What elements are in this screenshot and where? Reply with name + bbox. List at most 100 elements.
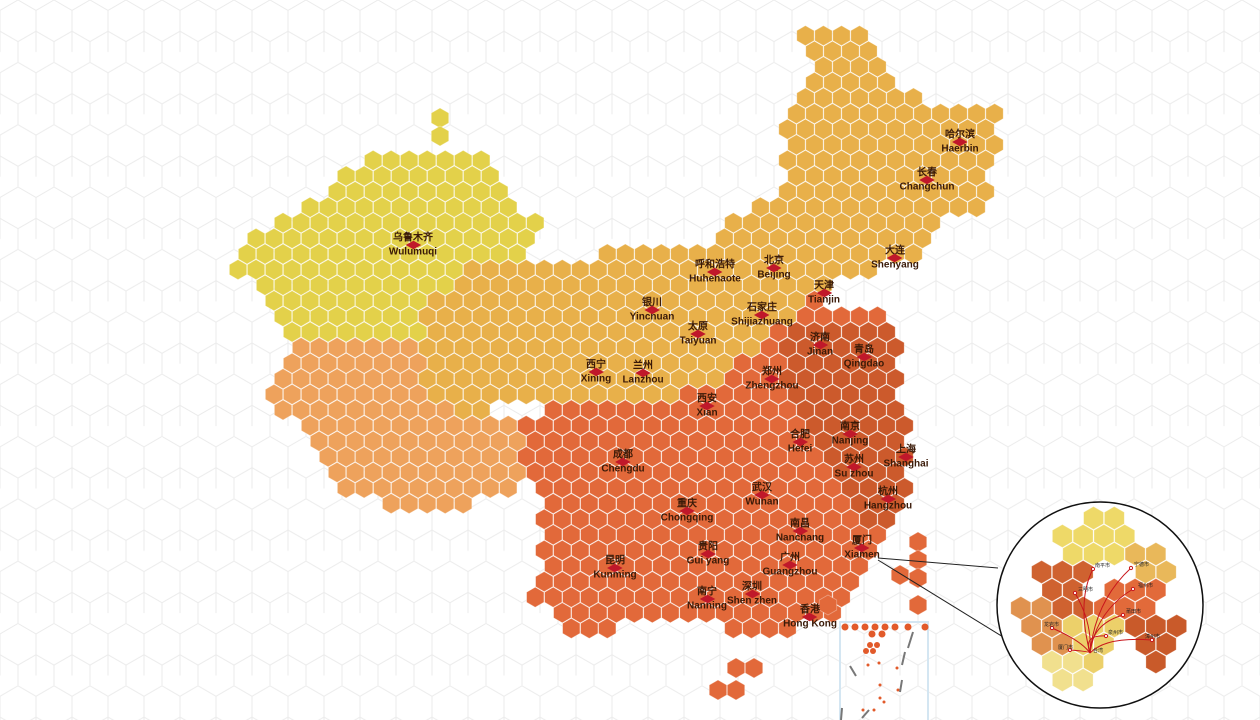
map-hex xyxy=(787,571,806,593)
map-hex xyxy=(430,125,450,147)
map-hex xyxy=(499,477,518,499)
city-xian[interactable]: 西安 Xian xyxy=(696,394,717,419)
map-hex xyxy=(823,134,842,156)
city-kunming[interactable]: 昆明 Kunming xyxy=(593,556,636,581)
map-hex xyxy=(724,274,743,296)
map-hex xyxy=(292,337,311,359)
map-hex xyxy=(418,430,437,452)
inset-hex xyxy=(1104,578,1125,602)
map-hex xyxy=(778,524,797,546)
map-hex xyxy=(400,212,419,234)
city-jinan[interactable]: 济南 Jinan xyxy=(807,333,833,358)
map-hex xyxy=(337,352,356,374)
city-name-en: Wulumuqi xyxy=(388,246,438,258)
city-shenyang[interactable]: 大连 Shenyang xyxy=(871,246,919,271)
map-hex xyxy=(571,477,590,499)
map-hex xyxy=(787,134,806,156)
city-qingdao[interactable]: 青岛 Qingdao xyxy=(844,345,885,370)
city-lanzhou[interactable]: 兰州 Lanzhou xyxy=(622,361,663,386)
map-hex xyxy=(382,212,401,234)
map-hex xyxy=(355,477,374,499)
map-hex xyxy=(778,212,797,234)
city-name-en: Haerbin xyxy=(941,143,979,155)
city-haerbin[interactable]: 哈尔滨 Haerbin xyxy=(941,130,978,155)
map-hex xyxy=(769,602,788,624)
city-yinchuan[interactable]: 银川 Yinchuan xyxy=(630,298,675,323)
map-hex xyxy=(625,508,644,530)
city-shijiazhuang[interactable]: 石家庄 Shijiazhuang xyxy=(731,303,793,328)
map-hex xyxy=(841,477,860,499)
map-hex xyxy=(805,71,824,93)
city-hong-kong[interactable]: 香港 Hong Kong xyxy=(783,605,837,630)
map-hex xyxy=(850,305,869,327)
map-hex xyxy=(733,446,752,468)
city-hefei[interactable]: 合肥 Hefei xyxy=(788,430,812,455)
map-hex xyxy=(274,305,293,327)
city-nanjing[interactable]: 南京 Nanjing xyxy=(832,422,869,447)
city-wulumuqi[interactable]: 乌鲁木齐 Wulumuqi xyxy=(389,233,437,258)
city-taiyuan[interactable]: 太原 Taiyuan xyxy=(679,322,716,347)
map-hex xyxy=(805,508,824,530)
city-shen-zhen[interactable]: 深圳 Shen zhen xyxy=(727,582,777,607)
map-hex xyxy=(346,305,365,327)
map-hex xyxy=(481,165,500,187)
map-hex xyxy=(328,181,347,203)
map-hex xyxy=(508,430,527,452)
city-name-en: Beijing xyxy=(757,269,791,281)
city-name-en: Su zhou xyxy=(834,468,874,480)
inset-hex xyxy=(1052,560,1073,584)
city-xiamen[interactable]: 厦门 Xiamen xyxy=(844,536,880,561)
inset-hex xyxy=(1062,542,1084,566)
city-guangzhou[interactable]: 广州 Guangzhou xyxy=(763,553,818,578)
map-hex xyxy=(908,594,928,616)
map-hex xyxy=(814,493,833,515)
map-hex xyxy=(265,290,284,312)
map-hex xyxy=(382,430,401,452)
map-hex xyxy=(805,40,824,62)
map-hex xyxy=(940,149,959,171)
map-hex xyxy=(391,165,410,187)
map-hex xyxy=(337,383,356,405)
map-hex xyxy=(454,493,473,515)
map-hex xyxy=(463,477,482,499)
city-changchun[interactable]: 长春 Changchun xyxy=(900,168,955,193)
city-xining[interactable]: 西宁 Xining xyxy=(581,360,612,385)
map-hex xyxy=(823,539,842,561)
map-hex xyxy=(724,493,743,515)
city-huhehaote[interactable]: 呼和浩特 Huhehaote xyxy=(689,260,741,285)
map-hex xyxy=(769,415,788,437)
city-nanning[interactable]: 南宁 Nanning xyxy=(687,587,727,612)
city-nanchang[interactable]: 南昌 Nanchang xyxy=(776,519,824,544)
city-wuhan[interactable]: 武汉 Wuhan xyxy=(745,483,778,508)
map-hex xyxy=(724,305,743,327)
map-hex xyxy=(481,321,500,343)
map-hex xyxy=(418,243,437,265)
map-hex xyxy=(877,134,896,156)
city-name-en: Guangzhou xyxy=(762,566,818,578)
inset-city-dot xyxy=(1067,647,1073,653)
inset-city-dot xyxy=(1103,633,1109,639)
map-hex xyxy=(841,103,860,125)
map-hex xyxy=(418,368,437,390)
map-hex xyxy=(427,446,446,468)
map-hex xyxy=(607,508,626,530)
map-hex xyxy=(796,87,815,109)
city-chongqing[interactable]: 重庆 Chongqing xyxy=(661,499,714,524)
city-su-zhou[interactable]: 苏州 Su zhou xyxy=(835,455,874,480)
city-zhengzhou[interactable]: 郑州 Zhengzhou xyxy=(745,367,798,392)
city-chengdu[interactable]: 成都 Chengdu xyxy=(601,450,644,475)
map-hex xyxy=(868,461,887,483)
map-hex xyxy=(490,368,509,390)
city-hangzhou[interactable]: 杭州 Hangzhou xyxy=(864,487,912,512)
map-hex xyxy=(724,524,743,546)
map-hex xyxy=(769,321,788,343)
city-beijing[interactable]: 北京 Beijing xyxy=(757,256,790,281)
city-name-zh: 上海 xyxy=(895,444,916,456)
city-tianjin[interactable]: 天津 Tianjin xyxy=(808,281,840,306)
map-hex xyxy=(886,87,905,109)
city-shanghai[interactable]: 上海 Shanghai xyxy=(883,445,928,470)
map-hex xyxy=(823,477,842,499)
city-gui-yang[interactable]: 贵阳 Gui yang xyxy=(687,542,730,567)
map-hex xyxy=(436,243,455,265)
city-name-zh: 西安 xyxy=(697,393,717,405)
